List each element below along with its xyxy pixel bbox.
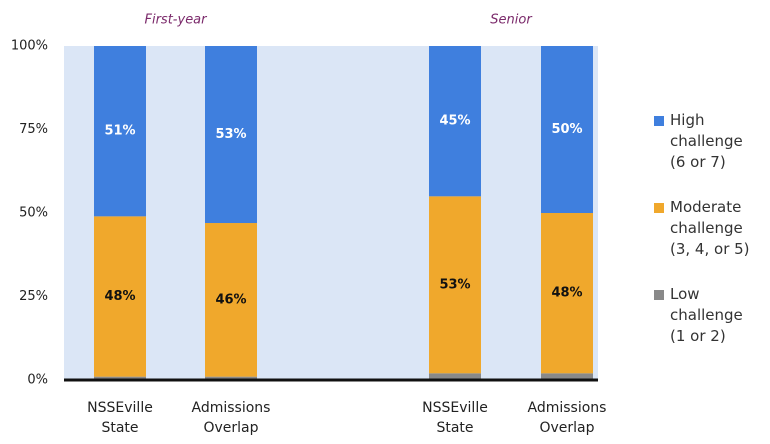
value-label: 48% [104,289,135,304]
bar-segment [429,373,481,380]
group-label: First-year [145,13,209,28]
value-label: 45% [439,114,470,129]
legend-swatch [654,290,664,300]
bar-segment [541,373,593,380]
bar-segment [94,216,146,377]
bar-segment [94,376,146,380]
legend-swatch [654,116,664,126]
legend-label: High challenge (6 or 7) [670,111,743,171]
legend-swatch [654,203,664,213]
y-tick-label: 0% [27,373,48,388]
value-label: 50% [551,122,582,137]
bar-segment [205,46,257,224]
plot-background [64,46,598,380]
bar-segment [541,213,593,374]
y-tick-label: 25% [19,289,48,304]
y-tick-label: 75% [19,122,48,137]
legend-label: Low challenge (1 or 2) [670,285,743,345]
value-label: 53% [215,127,246,142]
bar-segment [541,46,593,213]
x-tick-label: Admissions Overlap [527,400,607,436]
bar-segment [429,46,481,197]
y-tick-label: 50% [19,206,48,221]
group-label: Senior [490,13,533,28]
value-label: 48% [551,286,582,301]
bar-segment [429,196,481,374]
y-tick-label: 100% [11,39,48,54]
bar-segment [205,376,257,380]
x-tick-label: NSSEville State [87,400,153,436]
legend-label: Moderate challenge (3, 4, or 5) [670,198,750,258]
value-label: 46% [215,292,246,307]
x-tick-label: NSSEville State [422,400,488,436]
value-label: 51% [104,124,135,139]
x-tick-label: Admissions Overlap [191,400,271,436]
value-label: 53% [439,277,470,292]
bar-segment [205,223,257,377]
bar-segment [94,46,146,217]
